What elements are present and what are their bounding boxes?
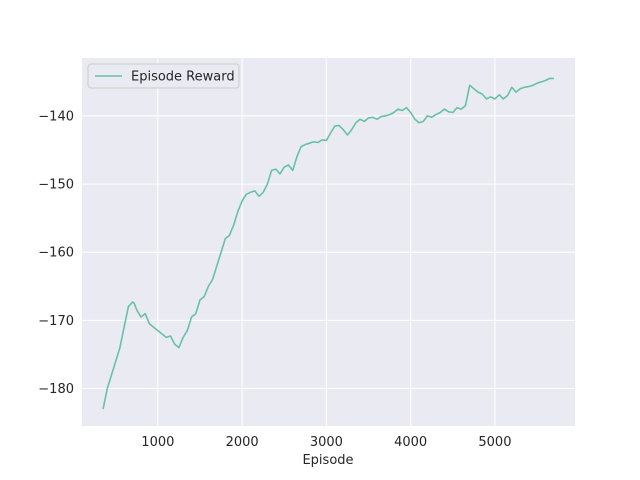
x-gridlines bbox=[157, 58, 496, 426]
y-tick-label: −160 bbox=[38, 246, 74, 261]
y-tick-labels: −180 −170 −160 −150 −140 bbox=[38, 109, 74, 397]
x-tick-labels: 1000 2000 3000 4000 5000 bbox=[141, 435, 511, 450]
x-axis-label: Episode bbox=[302, 453, 353, 468]
legend-series-label: Episode Reward bbox=[131, 70, 235, 85]
y-gridlines bbox=[82, 115, 575, 390]
y-tick-label: −170 bbox=[38, 314, 74, 329]
series-layer bbox=[102, 77, 554, 410]
x-tick-label: 5000 bbox=[478, 435, 511, 450]
x-tick-label: 2000 bbox=[226, 435, 259, 450]
y-tick-label: −150 bbox=[38, 178, 74, 193]
x-tick-label: 1000 bbox=[141, 435, 174, 450]
x-tick-label: 4000 bbox=[394, 435, 427, 450]
plot-background bbox=[82, 58, 575, 426]
legend-box bbox=[87, 63, 240, 89]
legend: Episode Reward bbox=[87, 63, 240, 89]
series-line-episode-reward bbox=[102, 77, 554, 410]
y-tick-label: −180 bbox=[38, 382, 74, 397]
x-tick-label: 3000 bbox=[310, 435, 343, 450]
y-tick-label: −140 bbox=[38, 109, 74, 124]
